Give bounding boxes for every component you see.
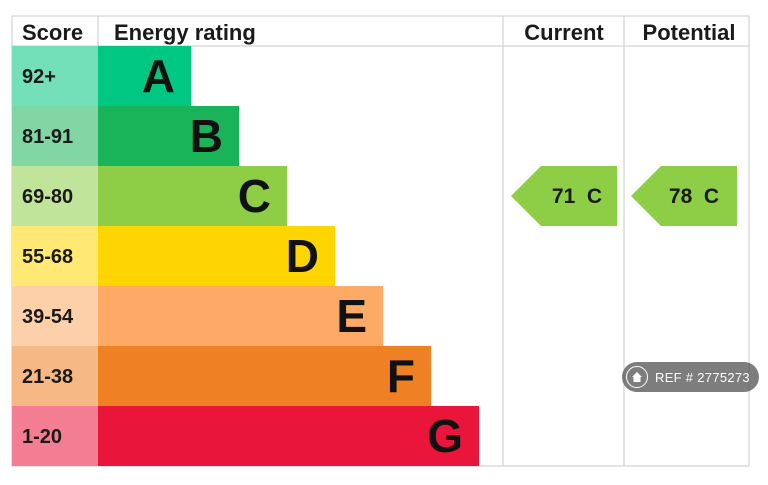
- rating-band-f: 21-38 F: [12, 346, 431, 406]
- score-range-label: 92+: [22, 66, 56, 88]
- rating-letter: E: [336, 290, 367, 342]
- rating-letter: B: [190, 110, 223, 162]
- current-header: Current: [524, 20, 604, 45]
- rating-letter: D: [286, 230, 319, 282]
- potential-rating-label: 78 C: [669, 185, 719, 208]
- energy-rating-header: Energy rating: [114, 20, 256, 45]
- score-cell: [12, 46, 98, 106]
- score-cell: [12, 166, 98, 226]
- rating-bar: [98, 166, 287, 226]
- current-rating-label: 71 C: [552, 185, 602, 208]
- rating-letter: G: [427, 410, 463, 462]
- reference-badge: REF # 2775273: [622, 362, 759, 392]
- current-rating-arrow: [511, 166, 617, 226]
- score-cell: [12, 406, 98, 466]
- rating-bands: 92+ A 81-91 B 69-80 C 55-68 D 39-54 E 21-38 F 1-20 G: [12, 46, 479, 466]
- potential-header: Potential: [643, 20, 736, 45]
- current-rating-indicator: 71 C: [511, 166, 617, 226]
- score-range-label: 55-68: [22, 246, 73, 268]
- home-icon: [626, 366, 648, 388]
- rating-band-a: 92+ A: [12, 46, 191, 106]
- potential-rating-indicator: 78 C: [631, 166, 737, 226]
- score-header: Score: [22, 20, 83, 45]
- rating-letter: C: [238, 170, 271, 222]
- score-range-label: 81-91: [22, 126, 73, 148]
- rating-band-b: 81-91 B: [12, 106, 239, 166]
- rating-bar: [98, 346, 431, 406]
- score-range-label: 39-54: [22, 306, 74, 328]
- score-cell: [12, 286, 98, 346]
- rating-band-d: 55-68 D: [12, 226, 335, 286]
- score-range-label: 21-38: [22, 366, 73, 388]
- rating-letter: F: [387, 350, 415, 402]
- rating-bar: [98, 286, 383, 346]
- potential-rating-arrow: [631, 166, 737, 226]
- rating-bar: [98, 226, 335, 286]
- rating-letter: A: [142, 50, 175, 102]
- rating-band-e: 39-54 E: [12, 286, 383, 346]
- rating-bar: [98, 46, 191, 106]
- score-range-label: 69-80: [22, 186, 73, 208]
- score-cell: [12, 106, 98, 166]
- score-cell: [12, 226, 98, 286]
- rating-band-g: 1-20 G: [12, 406, 479, 466]
- score-range-label: 1-20: [22, 426, 62, 448]
- rating-bar: [98, 406, 479, 466]
- reference-number: REF # 2775273: [655, 369, 750, 385]
- rating-bar: [98, 106, 239, 166]
- rating-band-c: 69-80 C: [12, 166, 287, 226]
- score-cell: [12, 346, 98, 406]
- column-headers: Score Energy rating Current Potential: [22, 20, 735, 45]
